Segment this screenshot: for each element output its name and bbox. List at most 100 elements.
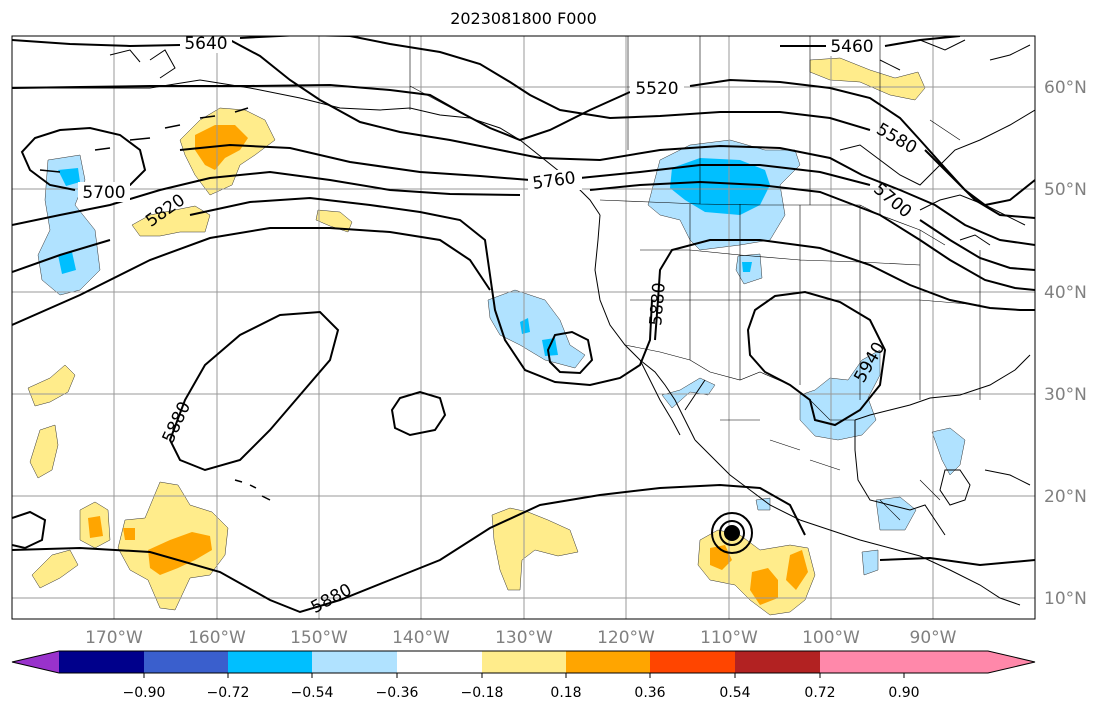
lon-tick: 140°W [392,628,450,648]
map-title: 2023081800 F000 [450,9,597,28]
colorbar-swatch [59,651,145,673]
pos-region-tropic-sw [31,549,79,589]
colorbar-tick-label: −0.18 [461,685,504,701]
pos-region-npac-small [315,209,353,233]
pos-core-alaska [195,125,248,170]
colorbar-tick-label: −0.36 [376,685,419,701]
cyclone-ring-1 [711,512,754,554]
state-lines [630,204,981,400]
colorbar-swatch [650,651,736,673]
mexico-states [720,419,941,521]
pos-core-mex-pac [710,545,808,605]
us-mexico-border [624,344,855,421]
contour-westring [12,510,47,550]
contour-5940 [746,290,887,427]
hawaii [234,479,271,501]
colorbar-swatch [144,651,229,673]
colorbar-tick-label: 0.72 [804,685,835,701]
colorbar-tick-label: −0.90 [123,685,166,701]
neg-core-utah [742,262,752,272]
mexico-west-coast [694,439,1021,606]
baja-peninsula [639,359,706,436]
contour-5880-closed [168,310,340,472]
cuba [984,469,1031,486]
lat-tick: 40°N [1044,283,1087,303]
contour-5520 [12,78,1035,207]
contour-label-5880-vert: 5880 [646,282,670,327]
pos-core-tropic-sw2 [123,528,135,540]
neg-region-gulf [931,427,966,476]
colorbar: −0.90 −0.72 −0.54 −0.36 −0.18 0.18 0.36 … [11,650,1036,701]
yucatan [939,469,971,506]
pos-core-tropic-west [88,516,103,538]
colorbar-swatch [312,651,398,673]
lon-tick: 100°W [802,628,860,648]
contour-5700-west [20,126,147,191]
contour-5460 [780,36,961,47]
contour-label-5700-west: 5700 [82,183,125,203]
neg-core-canada [670,158,770,215]
neg-region-sw-mexico [861,549,879,576]
contour-5640 [229,39,1035,246]
neg-core-baja [520,318,558,356]
lon-tick-labels: 170°W 160°W 150°W 140°W 130°W 120°W 110°… [85,628,957,648]
map-frame-border [11,35,1036,620]
height-contours [12,36,1035,614]
lat-tick-labels: 60°N 50°N 40°N 30°N 20°N 10°N [1044,78,1087,609]
aleutians [39,107,249,173]
pos-region-west-2 [29,424,59,479]
colorbar-swatch [397,651,483,673]
cyclone-ring-2 [719,520,746,546]
colorbar-tick-label: −0.54 [291,685,334,701]
neg-region-small [755,497,771,511]
lon-tick: 90°W [910,628,957,648]
lon-tick: 120°W [597,628,655,648]
colorbar-swatch [820,651,905,673]
contour-5760 [12,170,1035,291]
contour-5700-east [179,143,1035,271]
lat-tick: 10°N [1044,589,1087,609]
pos-region-tropic-mid [491,507,579,591]
contour-5820 [12,196,653,387]
neg-region-kamchatka [37,154,101,296]
contour-label-5520: 5520 [635,79,678,99]
colorbar-tick-label: 0.54 [719,685,750,701]
lon-tick: 170°W [85,628,143,648]
arctic-islands [879,39,1031,71]
lat-tick: 20°N [1044,487,1087,507]
colorbar-swatch [482,651,567,673]
contour-5880-north [12,227,491,326]
colorbar-swatch [566,651,651,673]
neg-region-mexico [875,496,917,531]
pos-core-tropic-big [148,532,212,575]
contour-label-5640: 5640 [184,34,227,54]
contour-5880-east [654,239,1035,341]
lat-tick: 30°N [1044,385,1087,405]
contour-5880-south [12,483,1035,614]
colorbar-swatch [735,651,821,673]
colorbar-swatch [228,651,313,673]
contour-label-5460: 5460 [830,37,873,57]
lon-tick: 160°W [188,628,246,648]
anomaly-shading [27,57,966,616]
lat-tick: 50°N [1044,180,1087,200]
cyclone-center [724,525,740,541]
contour-5580 [12,36,1035,219]
pos-region-npac [131,205,211,237]
lat-tick: 60°N [1044,78,1087,98]
colorbar-outline [11,650,1036,674]
lon-tick: 150°W [290,628,348,648]
colorbar-extend-min [12,651,59,673]
contour-small-ring [390,390,447,437]
pos-region-west-1 [27,364,76,407]
hudson-region [839,109,1035,186]
pos-region-canada-north [809,57,926,101]
colorbar-tick-label: 0.18 [550,685,581,701]
colorbar-tick-label: −0.72 [207,685,250,701]
lon-tick: 110°W [700,628,758,648]
coastlines [12,39,1035,606]
colorbar-extend-max [904,651,1035,673]
gulf-coast [854,354,1031,536]
bering-coast [109,49,176,79]
